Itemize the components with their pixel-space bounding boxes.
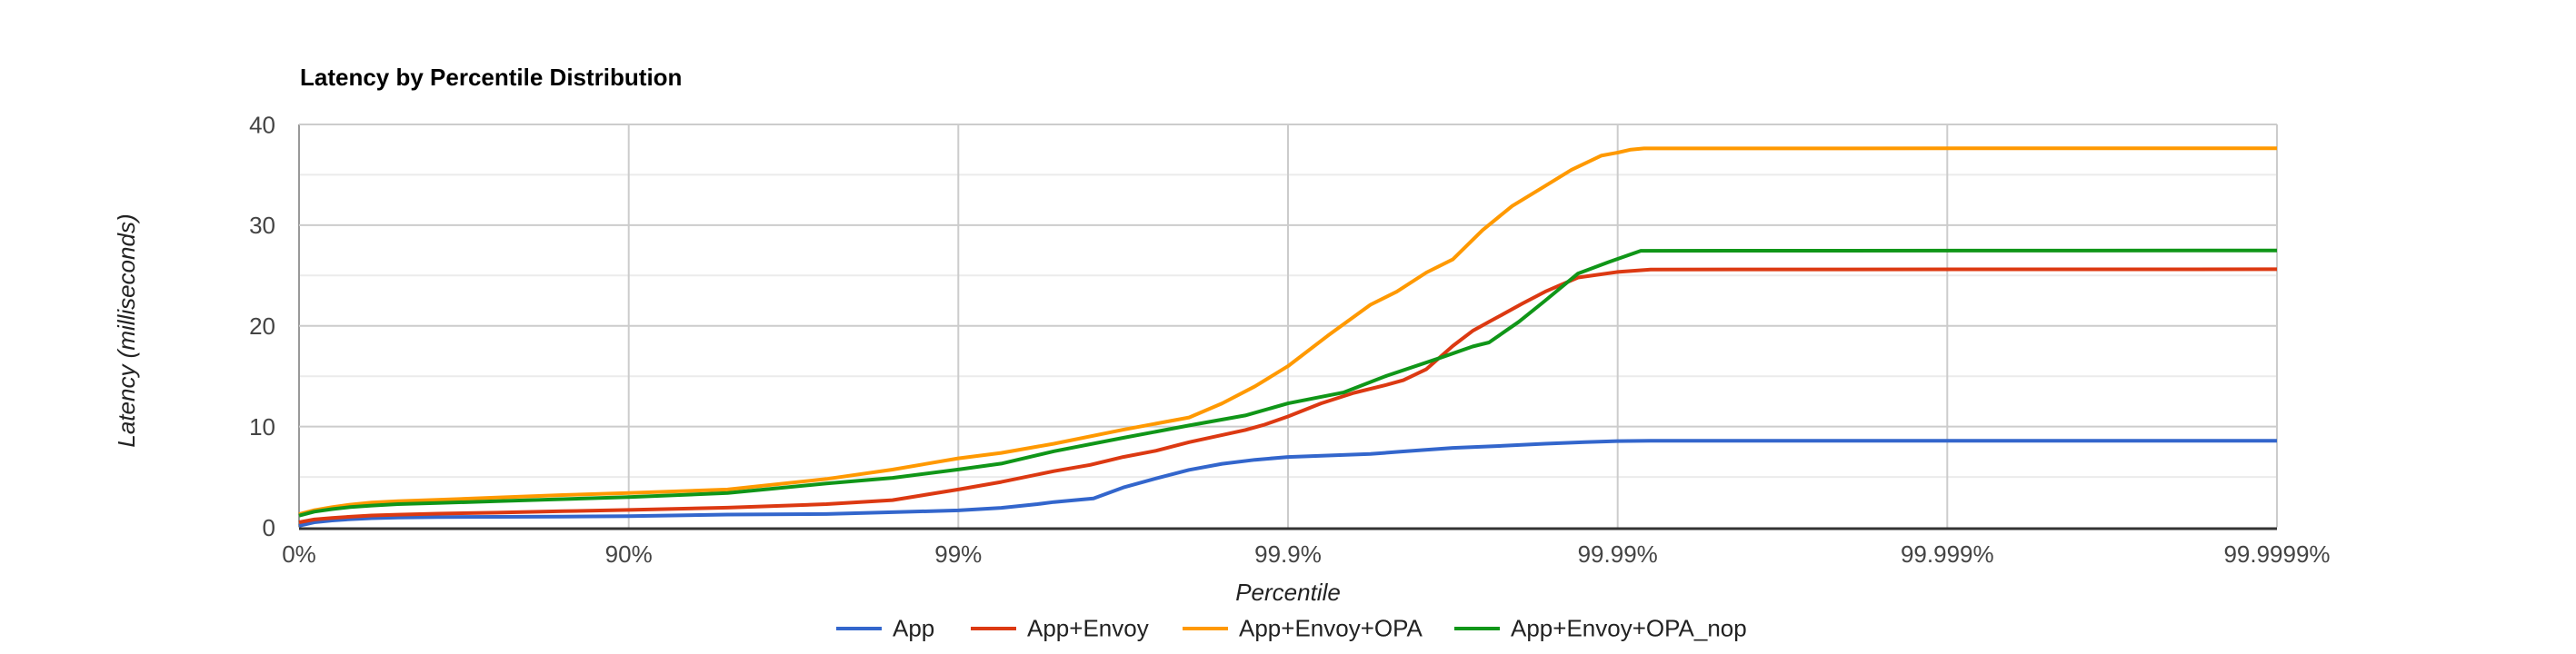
svg-text:99.9999%: 99.9999% <box>2223 540 2330 568</box>
svg-text:10: 10 <box>249 413 275 441</box>
svg-text:99.99%: 99.99% <box>1578 540 1658 568</box>
svg-text:90%: 90% <box>605 540 653 568</box>
svg-text:Latency (milliseconds): Latency (milliseconds) <box>113 213 140 447</box>
svg-text:30: 30 <box>249 212 275 239</box>
svg-text:20: 20 <box>249 312 275 340</box>
svg-text:Percentile: Percentile <box>1235 579 1341 606</box>
svg-text:0: 0 <box>263 514 275 541</box>
svg-text:App+Envoy+OPA: App+Envoy+OPA <box>1239 615 1423 642</box>
svg-text:99.9%: 99.9% <box>1254 540 1322 568</box>
svg-text:App: App <box>893 615 934 642</box>
svg-text:40: 40 <box>249 111 275 138</box>
svg-text:App+Envoy: App+Envoy <box>1027 615 1149 642</box>
svg-text:0%: 0% <box>282 540 316 568</box>
svg-text:99.999%: 99.999% <box>1901 540 1994 568</box>
svg-text:Latency by Percentile Distribu: Latency by Percentile Distribution <box>300 64 682 91</box>
svg-text:App+Envoy+OPA_nop: App+Envoy+OPA_nop <box>1511 615 1747 642</box>
svg-text:99%: 99% <box>934 540 982 568</box>
